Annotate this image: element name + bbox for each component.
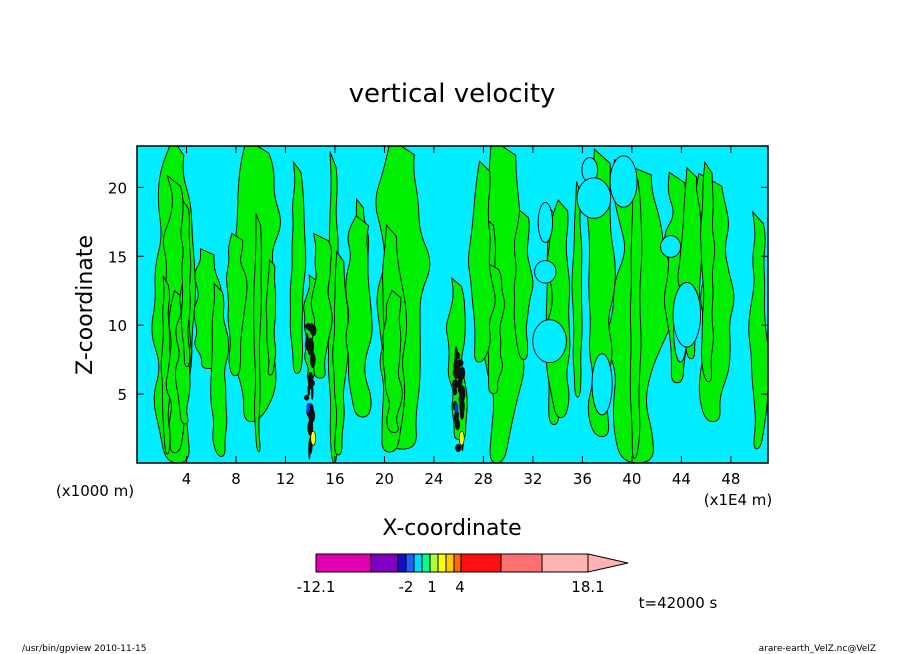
x-axis-label: X-coordinate [382, 516, 521, 541]
contour-field [137, 146, 768, 463]
colorbar-segment [429, 553, 439, 573]
colorbar-arrow [587, 553, 629, 573]
core-trough [306, 402, 311, 413]
time-label: t=42000 s [639, 594, 718, 612]
x-tick-label: 24 [424, 470, 443, 488]
colorbar-segment [413, 553, 423, 573]
y-axis-label: Z-coordinate [73, 235, 98, 375]
x-tick-label: 12 [276, 470, 295, 488]
core-contour [457, 383, 462, 394]
x-tick-label: 40 [622, 470, 641, 488]
upward-region [226, 232, 248, 377]
colorbar-segment [397, 553, 407, 573]
x-unit-right: (x1E4 m) [704, 491, 773, 509]
x-tick-label: 44 [672, 470, 691, 488]
colorbar-segment [405, 553, 415, 573]
y-axis-ticks: 5 10 15 20 [108, 179, 768, 404]
core-contour [309, 322, 314, 334]
colorbar [315, 553, 629, 573]
core-contour [308, 443, 311, 460]
footer-right: arare-earth_VelZ.nc@VelZ [759, 644, 876, 654]
upward-region [210, 282, 230, 457]
upward-region [468, 160, 496, 363]
downward-pocket [534, 260, 557, 284]
upward-region [345, 215, 373, 418]
core-contour [453, 412, 459, 424]
x-tick-label: 36 [573, 470, 592, 488]
y-tick-label: 10 [108, 317, 127, 335]
plot-frame [136, 145, 769, 464]
upward-regions [151, 146, 768, 463]
x-tick-label: 28 [474, 470, 493, 488]
upward-region [265, 258, 277, 376]
x-tick-label: 16 [325, 470, 344, 488]
colorbar-label: 4 [455, 578, 465, 596]
colorbar-segment [421, 553, 431, 573]
x-tick-label: 4 [182, 470, 192, 488]
colorbar-labels: -12.1 -2 1 4 18.1 [297, 578, 605, 596]
colorbar-segment [500, 553, 543, 573]
x-axis-ticks: 4 8 12 16 20 24 28 32 36 40 44 48 [182, 146, 740, 488]
downward-pocket [576, 177, 612, 219]
core-contour [305, 394, 309, 401]
downward-pocket [672, 282, 702, 348]
x-tick-label: 48 [721, 470, 740, 488]
upward-region [629, 166, 643, 459]
upward-region [310, 232, 333, 379]
y-tick-label: 5 [117, 386, 127, 404]
x-tick-label: 8 [231, 470, 241, 488]
colorbar-segment [437, 553, 447, 573]
core-contour [455, 444, 462, 452]
colorbar-segment [460, 553, 502, 573]
core-contour [458, 396, 461, 403]
y-tick-label: 15 [108, 248, 127, 266]
upward-region [748, 210, 768, 450]
core-contour [308, 379, 315, 387]
convective-core [452, 346, 466, 452]
footer-left: /usr/bin/gpview 2010-11-15 [22, 644, 146, 654]
upward-region [571, 181, 583, 398]
downward-pocket [532, 319, 567, 364]
colorbar-segment [541, 553, 589, 573]
upward-region [289, 160, 307, 374]
convective-core [303, 322, 317, 460]
downward-pocket [660, 235, 682, 258]
upward-region [513, 209, 534, 361]
downward-pocket [609, 155, 638, 208]
upward-region [700, 160, 716, 383]
colorbar-segment [370, 553, 399, 573]
core-contour [459, 398, 465, 415]
core-contour [307, 385, 313, 390]
colorbar-label: -12.1 [297, 578, 336, 596]
core-contour [452, 387, 458, 396]
strong-cores [303, 322, 466, 460]
colorbar-label: 1 [427, 578, 437, 596]
downward-pocket [537, 201, 553, 243]
downward-pocket [591, 353, 613, 416]
colorbar-segment [445, 553, 455, 573]
colorbar-label: -2 [399, 578, 414, 596]
core-trough [454, 402, 459, 413]
core-peak [310, 430, 317, 446]
upward-region [253, 213, 262, 453]
colorbar-segment [453, 553, 462, 573]
x-tick-label: 32 [523, 470, 542, 488]
core-peak [458, 430, 465, 446]
colorbar-label: 18.1 [571, 578, 604, 596]
x-unit-left: (x1000 m) [56, 482, 134, 500]
chart-title: vertical velocity [349, 79, 556, 109]
core-contour [310, 351, 316, 368]
colorbar-segment [315, 553, 372, 573]
upward-region [382, 289, 403, 433]
core-contour [452, 379, 459, 389]
y-tick-label: 20 [108, 179, 127, 197]
x-tick-label: 20 [375, 470, 394, 488]
core-contour [453, 357, 459, 374]
core-contour [308, 416, 313, 431]
core-contour [305, 332, 309, 348]
core-contour [458, 368, 464, 381]
upward-region [160, 275, 172, 455]
upward-region [180, 199, 192, 368]
